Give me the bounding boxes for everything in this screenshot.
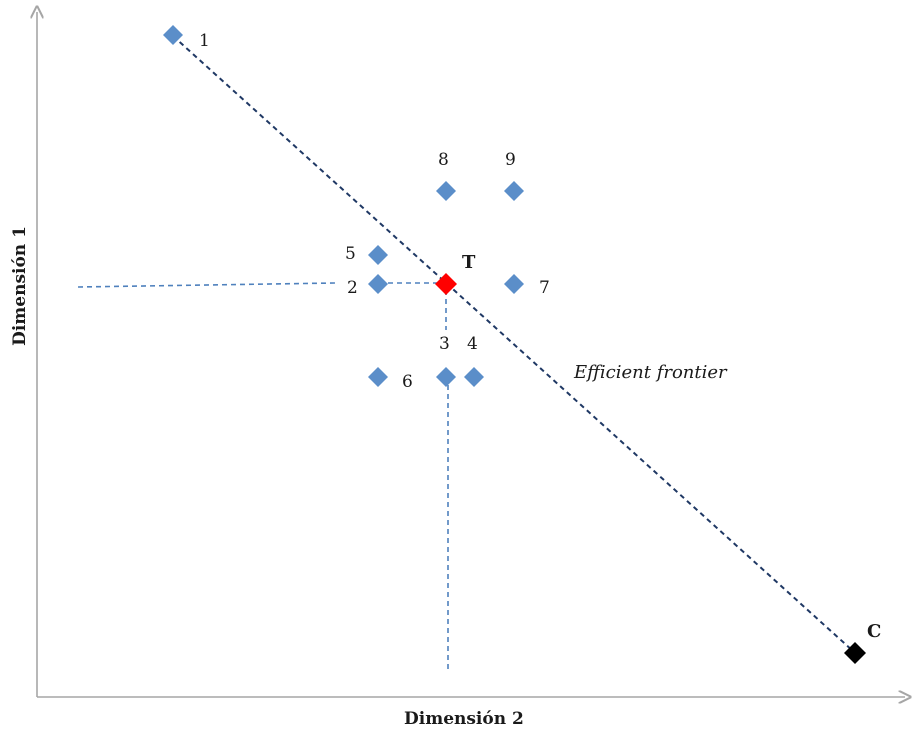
- point-marker-6: [368, 367, 388, 387]
- point-marker-t: [435, 273, 457, 295]
- labels-layer: 1 2 3 4 5 6 7 8 9 T C: [199, 31, 881, 642]
- points-layer: [163, 25, 866, 664]
- point-label-9: 9: [505, 150, 516, 170]
- point-label-7: 7: [539, 278, 550, 298]
- point-label-4: 4: [467, 334, 478, 354]
- point-label-5: 5: [345, 244, 356, 264]
- point-label-6: 6: [402, 372, 413, 392]
- point-marker-4: [464, 367, 484, 387]
- point-label-c: C: [867, 621, 881, 642]
- point-label-t: T: [462, 252, 476, 273]
- point-marker-5: [368, 245, 388, 265]
- point-label-3: 3: [439, 334, 450, 354]
- point-label-8: 8: [438, 150, 449, 170]
- point-marker-1: [163, 25, 183, 45]
- point-label-1: 1: [199, 31, 210, 51]
- point-marker-9: [504, 181, 524, 201]
- point-marker-3: [436, 367, 456, 387]
- horizontal-guide-line: [77, 282, 336, 288]
- y-axis-title: Dimensión 1: [10, 226, 30, 346]
- frontier-label: Efficient frontier: [573, 362, 728, 383]
- point-marker-2: [368, 274, 388, 294]
- point-label-2: 2: [347, 278, 358, 298]
- x-axis-title: Dimensión 2: [404, 709, 524, 729]
- point-marker-8: [436, 181, 456, 201]
- point-marker-c: [844, 642, 866, 664]
- point-marker-7: [504, 274, 524, 294]
- efficient-frontier-line: [172, 35, 854, 652]
